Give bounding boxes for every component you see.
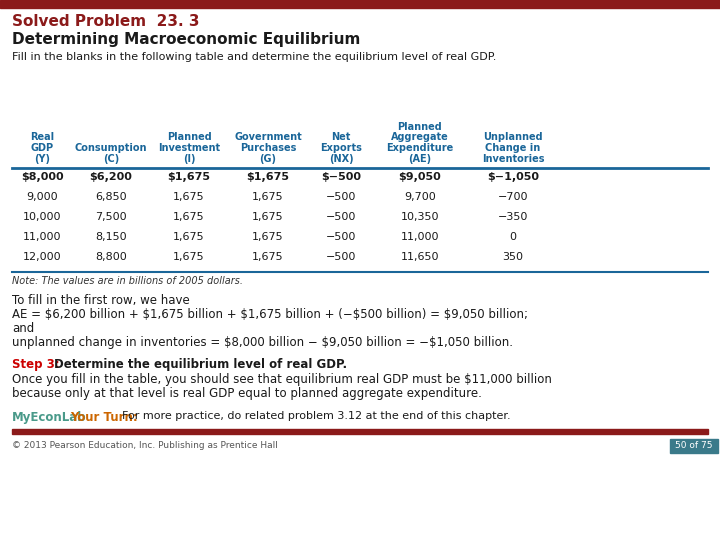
Text: Determining Macroeconomic Equilibrium: Determining Macroeconomic Equilibrium [12,32,361,47]
Text: 1,675: 1,675 [174,212,204,222]
Bar [670,439,718,453]
Text: 1,675: 1,675 [174,232,204,242]
Text: 10,350: 10,350 [401,212,439,222]
Text: and: and [12,322,35,335]
Text: $9,050: $9,050 [399,172,441,182]
Text: Investment: Investment [158,143,220,153]
Text: Fill in the blanks in the following table and determine the equilibrium level of: Fill in the blanks in the following tabl… [12,52,496,62]
Text: 9,000: 9,000 [26,192,58,202]
Text: GDP: GDP [30,143,53,153]
Text: Net: Net [331,132,351,143]
Text: 11,000: 11,000 [23,232,61,242]
Text: Government: Government [234,132,302,143]
Text: (G): (G) [259,153,276,164]
Text: (C): (C) [103,153,119,164]
Text: because only at that level is real GDP equal to planned aggregate expenditure.: because only at that level is real GDP e… [12,387,482,400]
Text: Inventories: Inventories [482,153,544,164]
Text: $8,000: $8,000 [21,172,63,182]
Text: 12,000: 12,000 [23,252,61,262]
Text: −500: −500 [326,212,356,222]
Text: 11,000: 11,000 [401,232,439,242]
Text: 1,675: 1,675 [252,232,284,242]
Text: Real: Real [30,132,54,143]
Text: 1,675: 1,675 [252,252,284,262]
Text: $1,675: $1,675 [246,172,289,182]
Text: Change in: Change in [485,143,541,153]
Text: 1,675: 1,675 [174,252,204,262]
Text: Expenditure: Expenditure [387,143,454,153]
Text: Planned: Planned [166,132,212,143]
Text: Step 3:: Step 3: [12,358,68,371]
Text: © 2013 Pearson Education, Inc. Publishing as Prentice Hall: © 2013 Pearson Education, Inc. Publishin… [12,441,278,450]
Text: Solved Problem  23. 3: Solved Problem 23. 3 [12,14,199,29]
Text: 10,000: 10,000 [23,212,61,222]
Text: unplanned change in inventories = $8,000 billion − $9,050 billion = −$1,050 bill: unplanned change in inventories = $8,000… [12,336,513,349]
Text: Purchases: Purchases [240,143,296,153]
Text: (AE): (AE) [408,153,431,164]
Text: Once you fill in the table, you should see that equilibrium real GDP must be $11: Once you fill in the table, you should s… [12,373,552,386]
Text: Determine the equilibrium level of real GDP.: Determine the equilibrium level of real … [54,358,347,371]
Text: $−1,050: $−1,050 [487,172,539,182]
Text: 8,150: 8,150 [95,232,127,242]
Text: MyEconLab: MyEconLab [12,411,86,424]
Bar [0,0,720,8]
Text: AE = $6,200 billion + $1,675 billion + $1,675 billion + (−$500 billion) = $9,050: AE = $6,200 billion + $1,675 billion + $… [12,308,528,321]
Text: Planned: Planned [397,122,442,132]
Text: $1,675: $1,675 [168,172,210,182]
Text: Note: The values are in billions of 2005 dollars.: Note: The values are in billions of 2005… [12,276,243,286]
Text: 0: 0 [510,232,516,242]
Text: $−500: $−500 [321,172,361,182]
Text: 350: 350 [503,252,523,262]
Text: −500: −500 [326,232,356,242]
Bar [12,429,708,434]
Text: To fill in the first row, we have: To fill in the first row, we have [12,294,190,307]
Text: (I): (I) [183,153,195,164]
Text: 50 of 75: 50 of 75 [675,442,713,450]
Text: Unplanned: Unplanned [483,132,543,143]
Text: (Y): (Y) [34,153,50,164]
Text: −350: −350 [498,212,528,222]
Text: Consumption: Consumption [75,143,148,153]
Text: 1,675: 1,675 [252,212,284,222]
Text: 1,675: 1,675 [252,192,284,202]
Text: (NX): (NX) [329,153,354,164]
Text: −700: −700 [498,192,528,202]
Text: 7,500: 7,500 [95,212,127,222]
Text: 8,800: 8,800 [95,252,127,262]
Text: 11,650: 11,650 [401,252,439,262]
Text: Exports: Exports [320,143,362,153]
Text: $6,200: $6,200 [89,172,132,182]
Text: −500: −500 [326,252,356,262]
Text: 6,850: 6,850 [95,192,127,202]
Text: Your Turn:: Your Turn: [70,411,138,424]
Text: For more practice, do related problem 3.12 at the end of this chapter.: For more practice, do related problem 3.… [122,411,510,421]
Text: −500: −500 [326,192,356,202]
Text: Aggregate: Aggregate [391,132,449,143]
Text: 9,700: 9,700 [404,192,436,202]
Text: 1,675: 1,675 [174,192,204,202]
